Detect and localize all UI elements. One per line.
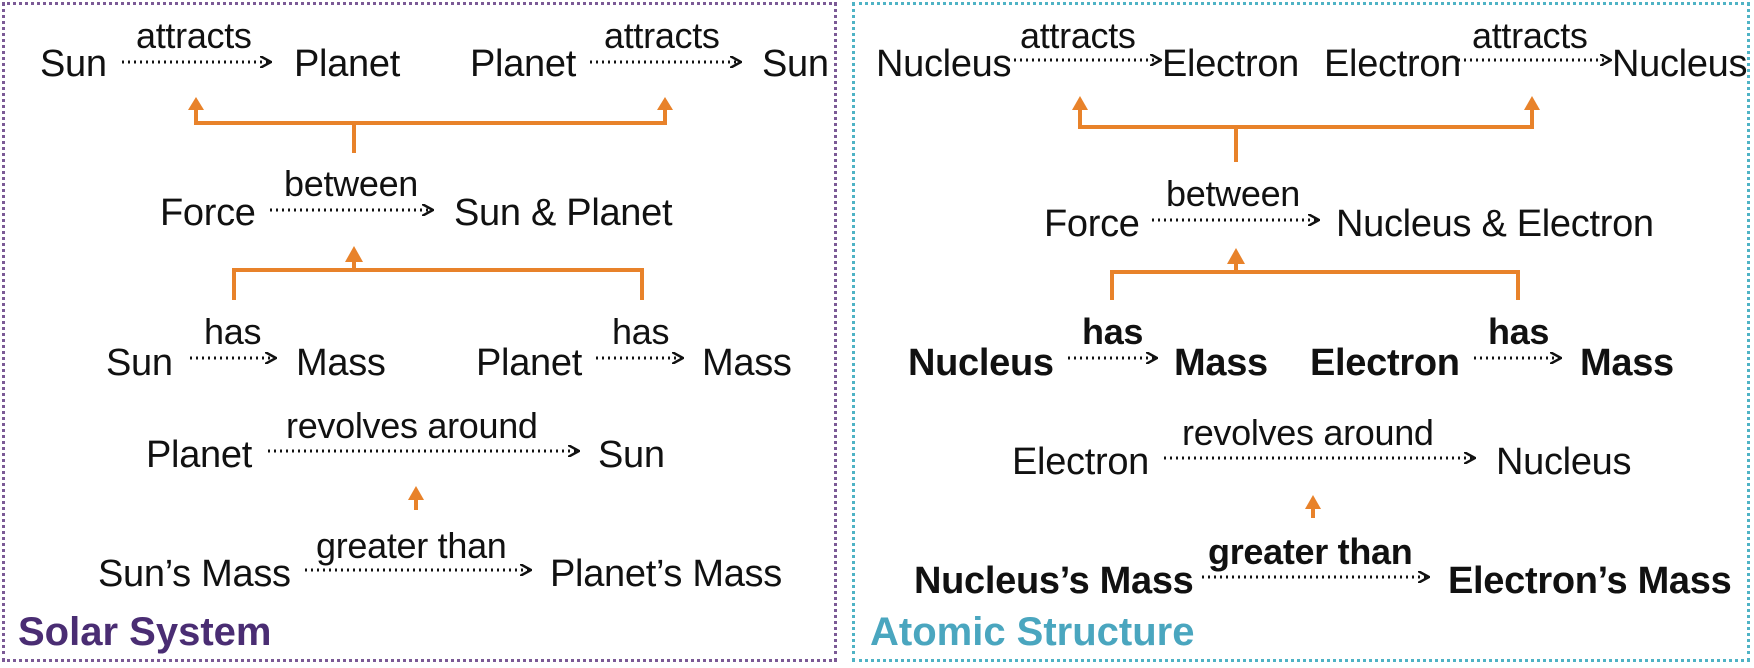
atomic-structure-title: Atomic Structure [870,610,1195,654]
greater-than-label: greater than [316,525,507,566]
electron-node: Electron [1012,441,1150,483]
greater-than-label: greater than [1208,531,1413,572]
solar-system-panel [2,2,837,662]
bracket-top-right [1078,100,1534,129]
nucleus-node: Nucleus [876,43,1012,85]
sun-node: Sun [106,342,173,384]
nucleus-node: Nucleus [908,342,1054,384]
has-label: has [612,311,670,352]
bracket-mid-right [1110,270,1520,300]
mass-node: Mass [702,342,792,384]
electron-mass-node: Electron’s Mass [1448,560,1732,602]
nucleus-node: Nucleus [1496,441,1632,483]
electron-node: Electron [1310,342,1460,384]
orange-arrowhead [408,486,424,500]
mass-node: Mass [1580,342,1674,384]
planet-node: Planet [146,434,252,476]
planets-mass-node: Planet’s Mass [550,553,782,595]
has-label: has [1082,311,1144,352]
suns-mass-node: Sun’s Mass [98,553,291,595]
revolves-around-label: revolves around [1182,412,1434,453]
electron-node: Electron [1324,43,1462,85]
between-label: between [284,163,419,204]
nucleus-node: Nucleus [1612,43,1748,85]
attracts-label: attracts [1020,15,1136,56]
attracts-label: attracts [1472,15,1588,56]
planet-node: Planet [476,342,582,384]
bracket-top-left [194,100,667,125]
force-node: Force [160,192,256,234]
orange-arrowhead [188,97,204,110]
has-label: has [1488,311,1550,352]
attracts-label: attracts [136,15,252,56]
force-node: Force [1044,203,1140,245]
orange-arrowhead [1524,96,1540,110]
atomic-structure-panel [852,2,1750,662]
orange-arrowhead [345,246,363,262]
between-label: between [1166,173,1301,214]
mass-node: Mass [296,342,386,384]
sun-node: Sun [762,43,829,85]
has-label: has [204,311,262,352]
revolves-around-label: revolves around [286,405,538,446]
nucleus-mass-node: Nucleus’s Mass [914,560,1194,602]
orange-arrowhead [1072,96,1088,110]
sun-node: Sun [598,434,665,476]
planet-node: Planet [294,43,400,85]
orange-arrowhead [1227,248,1245,264]
sun-node: Sun [40,43,107,85]
bracket-mid-left [232,268,644,300]
sun-and-planet-node: Sun & Planet [454,192,673,234]
orange-arrowhead [1305,495,1321,509]
solar-system-title: Solar System [18,610,272,654]
electron-node: Electron [1162,43,1300,85]
nucleus-and-electron-node: Nucleus & Electron [1336,203,1654,245]
attracts-label: attracts [604,15,720,56]
orange-arrowhead [657,97,673,110]
planet-node: Planet [470,43,576,85]
mass-node: Mass [1174,342,1268,384]
